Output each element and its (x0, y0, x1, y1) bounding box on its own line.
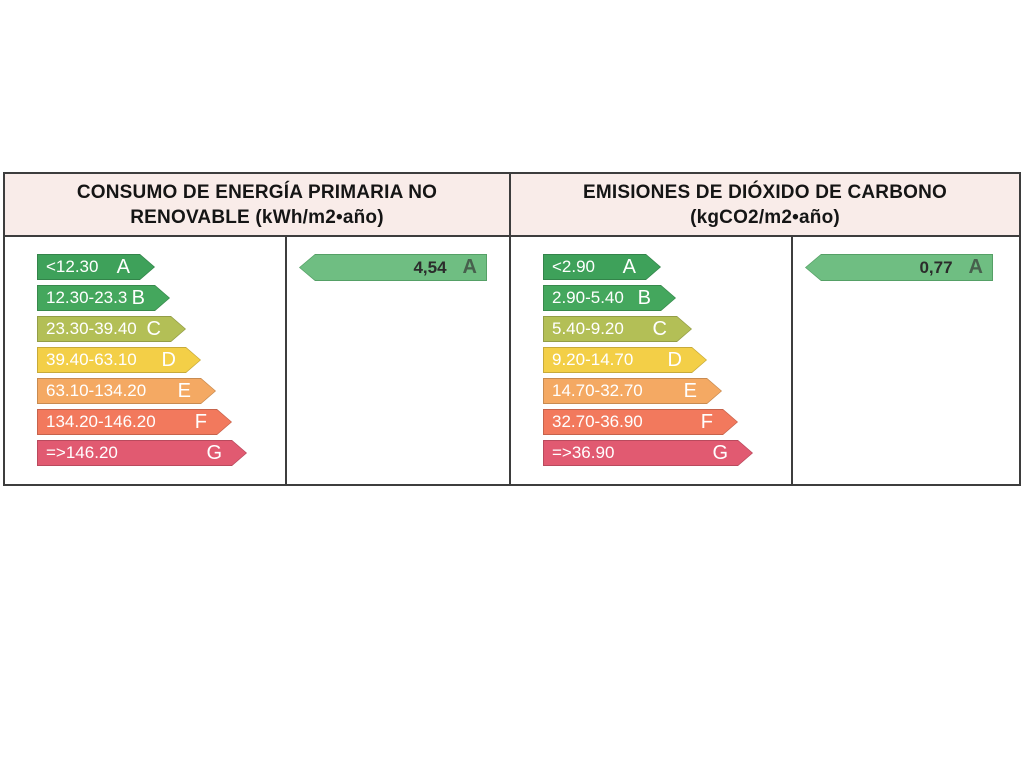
consumo-rating-arrow: 4,54 A (299, 254, 487, 281)
class-letter-label: G (206, 441, 222, 464)
energy-rating-table: CONSUMO DE ENERGÍA PRIMARIA NO RENOVABLE… (3, 172, 1021, 486)
range-label: 63.10-134.20 (46, 381, 147, 400)
range-label: 14.70-32.70 (552, 381, 643, 400)
class-letter-label: C (652, 317, 667, 340)
class-letter-label: E (683, 379, 697, 402)
scale-arrow-emisiones-a: <2.90 A (543, 254, 661, 280)
consumo-title-line1: CONSUMO DE ENERGÍA PRIMARIA NO (76, 181, 438, 203)
scale-arrow-consumo-c: 23.30-39.40 C (37, 316, 186, 342)
range-label: 9.20-14.70 (552, 350, 634, 369)
scale-arrow-emisiones-g: =>36.90 G (543, 440, 753, 466)
consumo-rating-letter: A (462, 256, 477, 278)
range-label: 12.30-23.3 (46, 288, 128, 307)
emisiones-rating-letter: A (968, 256, 983, 278)
class-letter-label: A (622, 255, 636, 278)
class-letter-label: F (700, 410, 713, 433)
scale-arrow-consumo-a: <12.30 A (37, 254, 155, 280)
scale-arrow-emisiones-b: 2.90-5.40 B (543, 285, 676, 311)
class-letter-label: F (194, 410, 207, 433)
consumo-title-line2: RENOVABLE (kWh/m2•año) (130, 206, 384, 228)
scale-arrow-consumo-g: =>146.20 G (37, 440, 247, 466)
consumo-scale-cell: <12.30 A 12.30-23.3 B 23.30-39.40 C 39.40-63.1… (5, 237, 285, 484)
range-label: =>146.20 (46, 443, 118, 462)
consumo-rating-cell: 4,54 A (285, 237, 509, 484)
emisiones-rating-arrow: 0,77 A (805, 254, 993, 281)
range-label: 134.20-146.20 (46, 412, 156, 431)
class-letter-label: D (667, 348, 682, 371)
consumo-rating-value: 4,54 (413, 257, 447, 277)
scale-arrow-consumo-f: 134.20-146.20 F (37, 409, 232, 435)
range-label: =>36.90 (552, 443, 615, 462)
emisiones-scale-cell: <2.90 A 2.90-5.40 B 5.40-9.20 C 9.20-14.70 D 14.… (509, 237, 791, 484)
scale-arrow-emisiones-e: 14.70-32.70 E (543, 378, 722, 404)
emisiones-rating-value: 0,77 (919, 257, 953, 277)
emisiones-header: EMISIONES DE DIÓXIDO DE CARBONO (kgCO2/m… (509, 174, 1019, 237)
scale-arrow-emisiones-f: 32.70-36.90 F (543, 409, 738, 435)
class-letter-label: A (116, 255, 130, 278)
scale-arrow-consumo-d: 39.40-63.10 D (37, 347, 201, 373)
scale-arrow-emisiones-c: 5.40-9.20 C (543, 316, 692, 342)
scale-arrow-consumo-e: 63.10-134.20 E (37, 378, 216, 404)
range-label: 5.40-9.20 (552, 319, 624, 338)
class-letter-label: B (637, 286, 651, 309)
range-label: <2.90 (552, 257, 596, 276)
range-label: 32.70-36.90 (552, 412, 643, 431)
range-label: 2.90-5.40 (552, 288, 624, 307)
emisiones-rating-cell: 0,77 A (791, 237, 1019, 484)
class-letter-label: C (146, 317, 161, 340)
class-letter-label: B (131, 286, 145, 309)
class-letter-label: G (712, 441, 728, 464)
scale-arrow-consumo-b: 12.30-23.3 B (37, 285, 170, 311)
range-label: <12.30 (46, 257, 99, 276)
range-label: 39.40-63.10 (46, 350, 137, 369)
scale-arrow-emisiones-d: 9.20-14.70 D (543, 347, 707, 373)
range-label: 23.30-39.40 (46, 319, 137, 338)
consumo-header: CONSUMO DE ENERGÍA PRIMARIA NO RENOVABLE… (5, 174, 509, 237)
emisiones-title-line2: (kgCO2/m2•año) (690, 206, 840, 228)
class-letter-label: E (177, 379, 191, 402)
emisiones-title-line1: EMISIONES DE DIÓXIDO DE CARBONO (582, 181, 948, 203)
class-letter-label: D (161, 348, 176, 371)
